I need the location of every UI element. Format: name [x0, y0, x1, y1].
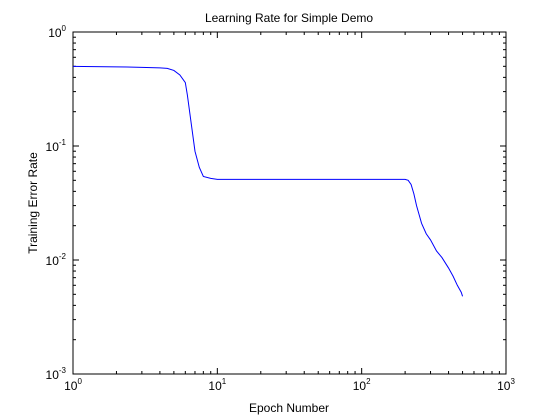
axes-box: [72, 31, 507, 375]
y-tick-label: 100: [48, 24, 66, 40]
training-error-line: [72, 65, 464, 297]
y-axis-label: Training Error Rate: [26, 152, 40, 254]
y-tick-label: 10-1: [46, 138, 67, 154]
plot-area: [72, 31, 507, 375]
y-tick-label: 10-2: [46, 252, 67, 268]
x-tick-label: 103: [497, 377, 515, 393]
x-tick-label: 101: [208, 377, 226, 393]
x-axis-label: Epoch Number: [249, 401, 329, 415]
x-tick-label: 102: [353, 377, 371, 393]
x-tick-label: 100: [64, 377, 82, 393]
y-tick-label: 10-3: [46, 366, 67, 382]
chart-title: Learning Rate for Simple Demo: [205, 11, 373, 25]
axis-tick-labels: 100 101 102 103 10-3 10-2 10-1 100: [46, 24, 516, 393]
